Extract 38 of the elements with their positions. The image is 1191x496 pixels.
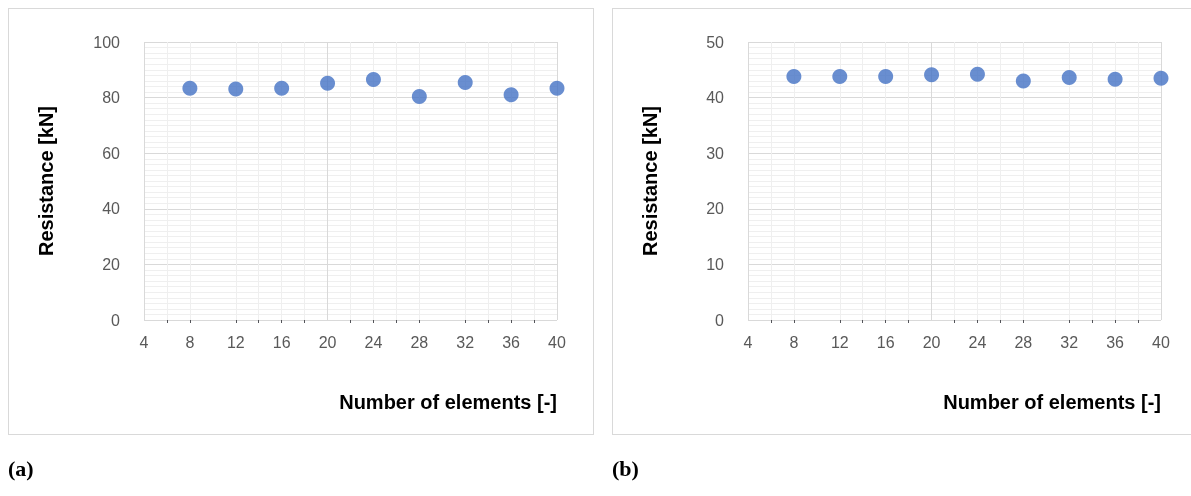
x-tick-label: 40 — [548, 333, 566, 351]
x-tick-label: 28 — [410, 333, 429, 351]
x-tick-label: 16 — [272, 333, 291, 351]
x-tick-label: 24 — [968, 333, 987, 351]
x-axis-title: Number of elements [-] — [339, 391, 557, 413]
x-tick-label: 12 — [226, 333, 245, 351]
x-tick-label: 20 — [922, 333, 941, 351]
y-tick-label: 20 — [102, 255, 121, 273]
y-tick-label: 50 — [706, 33, 725, 51]
x-tick-label: 24 — [364, 333, 383, 351]
x-tick-label: 40 — [1152, 333, 1170, 351]
y-tick-label: 60 — [102, 144, 121, 162]
x-tick-label: 28 — [1014, 333, 1033, 351]
x-axis-title: Number of elements [-] — [943, 391, 1161, 413]
y-tick-label: 40 — [102, 200, 121, 218]
x-tick-label: 36 — [1106, 333, 1125, 351]
y-tick-label: 40 — [706, 89, 725, 107]
y-tick-label: 0 — [715, 311, 725, 329]
y-tick-label: 80 — [102, 89, 121, 107]
y-tick-label: 10 — [706, 255, 725, 273]
y-tick-label: 30 — [706, 144, 725, 162]
y-tick-label: 20 — [706, 200, 725, 218]
x-tick-label: 4 — [139, 333, 149, 351]
x-tick-label: 32 — [1060, 333, 1079, 351]
x-tick-label: 20 — [318, 333, 337, 351]
y-tick-label: 100 — [93, 33, 121, 51]
y-axis-title: Resistance [kN] — [35, 105, 57, 257]
x-tick-label: 8 — [185, 333, 195, 351]
text: (a) — [8, 456, 34, 482]
x-tick-label: 16 — [876, 333, 895, 351]
y-axis-title: Resistance [kN] — [639, 105, 661, 257]
y-tick-label: 0 — [111, 311, 121, 329]
text: (b) — [612, 456, 639, 482]
x-tick-label: 12 — [830, 333, 849, 351]
x-tick-label: 4 — [743, 333, 753, 351]
x-tick-label: 32 — [456, 333, 475, 351]
x-tick-label: 36 — [502, 333, 521, 351]
x-tick-label: 8 — [789, 333, 799, 351]
